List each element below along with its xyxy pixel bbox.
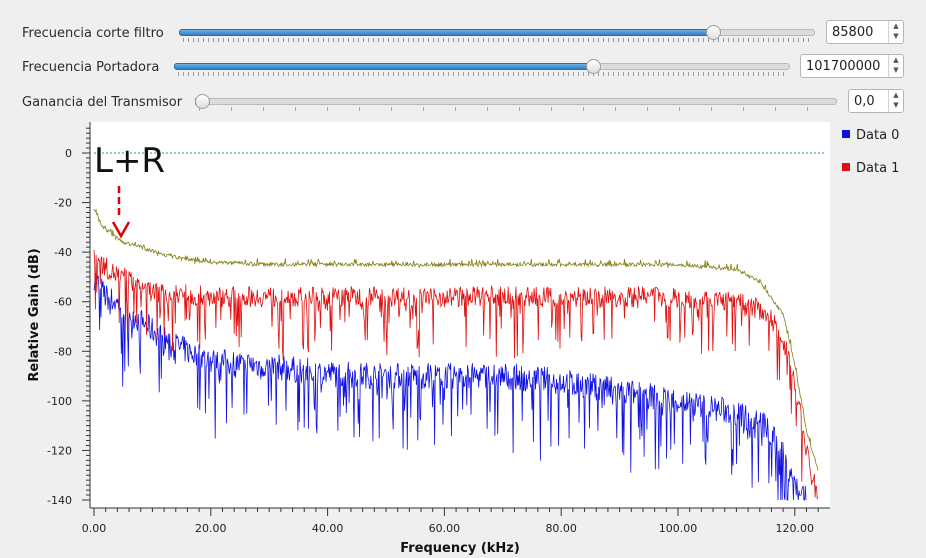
carrier-frequency-slider[interactable]	[174, 53, 790, 83]
legend-label: Data 0	[856, 128, 900, 143]
x-tick-label: 60.00	[429, 522, 461, 535]
annotation-arrow-icon	[111, 221, 131, 239]
y-axis: 0 -20 -40 -60 -80 -100 -120 -140	[47, 122, 91, 508]
filter-cutoff-value[interactable]: 85800	[832, 25, 874, 40]
series-line-1	[93, 249, 819, 501]
y-tick-label: -40	[54, 246, 72, 259]
x-tick-label: 80.00	[545, 522, 577, 535]
control-row-transmitter-gain: Ganancia del Transmisor 0,0 ▲ ▼	[0, 88, 926, 118]
series-line-2	[93, 208, 819, 471]
transmitter-gain-label: Ganancia del Transmisor	[22, 95, 183, 110]
legend-swatch	[842, 130, 850, 138]
carrier-frequency-value[interactable]: 101700000	[806, 59, 881, 74]
legend-item-data-0[interactable]: Data 0	[842, 128, 899, 143]
x-axis: 0.00 20.00 40.00 60.00 80.00 100.00 120.00	[82, 507, 830, 535]
x-tick-label: 40.00	[312, 522, 344, 535]
legend-label: Data 1	[856, 161, 900, 176]
transmitter-gain-slider-handle[interactable]	[195, 94, 210, 109]
spin-arrows-icon[interactable]: ▲ ▼	[888, 90, 903, 112]
spin-arrows-icon[interactable]: ▲ ▼	[888, 21, 903, 43]
y-tick-label: -120	[47, 444, 72, 457]
filter-cutoff-label: Frecuencia corte filtro	[22, 26, 164, 41]
legend-item-data-1[interactable]: Data 1	[842, 161, 899, 176]
filter-cutoff-slider-handle[interactable]	[706, 25, 722, 40]
y-tick-label: -60	[54, 296, 72, 309]
frequency-plot[interactable]: 0.00 20.00 40.00 60.00 80.00 100.00 120.00 0 -2…	[0, 118, 926, 558]
transmitter-gain-slider[interactable]	[195, 88, 837, 118]
series-line-0	[93, 273, 807, 501]
x-axis-label: Frequency (kHz)	[400, 541, 520, 556]
transmitter-gain-spinbox[interactable]: 0,0 ▲ ▼	[848, 89, 904, 113]
x-tick-label: 100.00	[659, 522, 698, 535]
carrier-frequency-slider-handle[interactable]	[585, 59, 601, 74]
plot-series	[93, 208, 819, 501]
y-tick-label: -20	[54, 197, 72, 210]
transmitter-gain-value[interactable]: 0,0	[854, 94, 875, 109]
y-tick-label: 0	[65, 147, 72, 160]
x-tick-label: 0.00	[82, 522, 107, 535]
carrier-frequency-spinbox[interactable]: 101700000 ▲ ▼	[800, 54, 904, 78]
y-tick-label: -140	[47, 494, 72, 507]
y-tick-label: -80	[54, 345, 72, 358]
carrier-frequency-label: Frecuencia Portadora	[22, 60, 160, 75]
filter-cutoff-slider[interactable]	[179, 19, 815, 49]
spin-arrows-icon[interactable]: ▲ ▼	[888, 55, 903, 77]
y-tick-label: -100	[47, 395, 72, 408]
y-axis-label: Relative Gain (dB)	[27, 248, 42, 381]
plot-canvas[interactable]	[90, 122, 830, 508]
annotation-label: L+R	[94, 141, 165, 181]
filter-cutoff-spinbox[interactable]: 85800 ▲ ▼	[826, 20, 904, 44]
control-row-carrier: Frecuencia Portadora 101700000 ▲ ▼	[0, 53, 926, 83]
x-tick-label: 20.00	[195, 522, 227, 535]
legend-swatch	[842, 163, 850, 171]
control-row-filter-cutoff: Frecuencia corte filtro 85800 ▲ ▼	[0, 19, 926, 49]
x-tick-label: 120.00	[776, 522, 815, 535]
